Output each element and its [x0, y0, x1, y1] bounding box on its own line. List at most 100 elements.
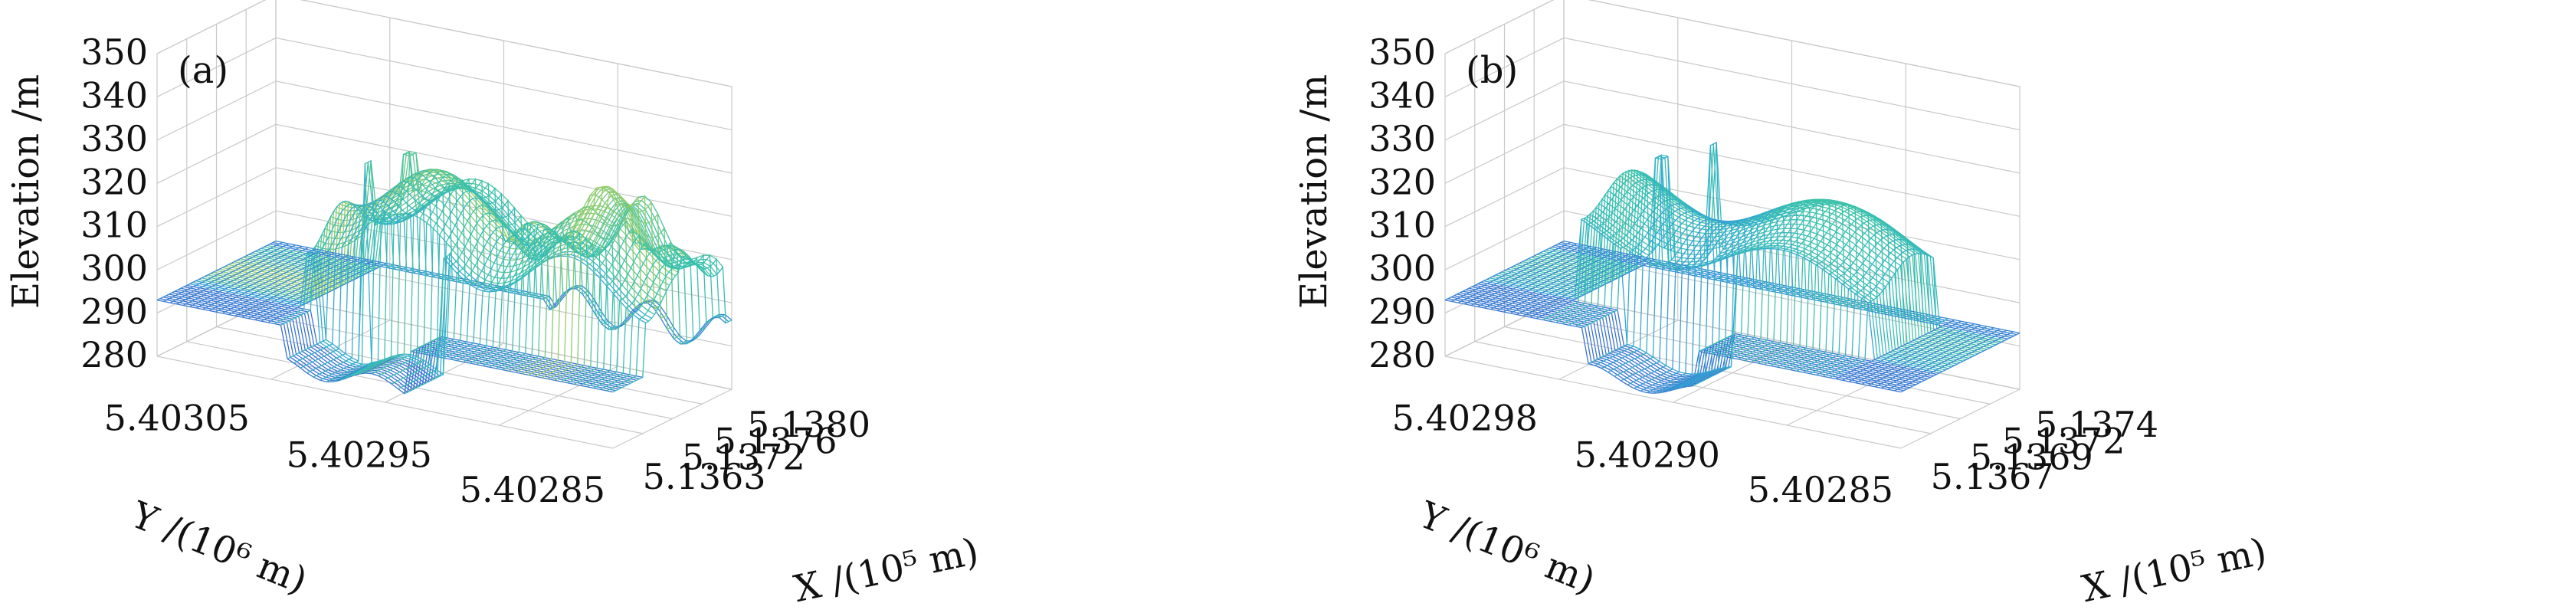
surface-mesh-line	[1516, 254, 1636, 316]
z-grid-line	[156, 37, 732, 131]
surface-mesh-line	[1535, 259, 1656, 320]
z-grid-line	[1444, 80, 2020, 174]
surface-mesh-line	[1647, 220, 1766, 394]
surface-mesh-line	[1490, 250, 1610, 310]
surface-mesh-line	[1464, 244, 1584, 305]
surface-mesh-line	[1757, 204, 1877, 364]
surface-mesh-line	[1568, 188, 1688, 326]
z-tick-label: 330	[80, 118, 148, 159]
surface-mesh-line	[274, 200, 394, 325]
surface-mesh-line	[476, 228, 595, 366]
surface-mesh-line	[534, 185, 654, 377]
y-tick-label: 5.40298	[1392, 397, 1538, 438]
surface-mesh-line	[306, 199, 426, 374]
y-tick-label: 5.40305	[104, 397, 250, 438]
surface-mesh-line	[586, 247, 706, 388]
x-tick-label: 5.1380	[747, 404, 870, 445]
surface-mesh-line	[1509, 254, 1630, 314]
surface-mesh-line	[541, 192, 660, 379]
z-tick-label: 290	[1368, 291, 1436, 333]
surface-mesh-line	[241, 257, 361, 318]
surface-mesh-line	[1522, 256, 1643, 316]
surface-mesh-line	[1470, 245, 1591, 306]
surface-mesh-line	[169, 243, 290, 303]
surface-mesh-line	[1790, 224, 1909, 371]
surface-mesh-line	[300, 202, 420, 369]
z-axis-label: Elevation /m	[5, 74, 48, 309]
surface-mesh-line	[234, 256, 355, 316]
surface-mesh-line	[163, 241, 283, 302]
z-tick-label: 320	[1368, 161, 1436, 202]
z-tick-label: 340	[80, 74, 148, 116]
surface-mesh-line	[411, 205, 530, 352]
z-grid-line	[156, 123, 732, 217]
z-tick-label: 320	[80, 161, 148, 202]
surface-mesh-line	[378, 173, 498, 377]
surface-mesh-line	[1816, 244, 1935, 375]
z-tick-label: 300	[80, 247, 148, 289]
surface-mesh-line	[1777, 215, 1896, 368]
surface-mesh-line	[228, 254, 348, 316]
surface-mesh-line	[1803, 234, 1922, 373]
surface-mesh-line	[1829, 253, 1948, 379]
surface-mesh-line	[1457, 243, 1578, 303]
surface-mesh-line	[521, 194, 641, 375]
surface-mesh-line	[1705, 202, 1825, 353]
surface-mesh-line	[1861, 324, 1981, 385]
surface-mesh-line	[593, 244, 713, 389]
surface-mesh-line	[469, 223, 589, 364]
y-axis-label: Y /(10⁶ m)	[125, 493, 313, 603]
z-tick-label: 280	[1368, 334, 1436, 375]
surface-mesh-line	[1594, 207, 1714, 366]
surface-mesh-line	[346, 172, 465, 379]
surface-mesh-line	[1764, 207, 1883, 366]
z-tick-label: 350	[80, 31, 148, 73]
z-grid-line	[1444, 0, 2020, 87]
panel-a: 350 340 330 320 310 300 290 280 Elevation /m (a) 5…	[5, 0, 982, 611]
surface-mesh-line	[456, 222, 576, 362]
surface-mesh-line	[1666, 215, 1786, 392]
surface-mesh-line	[1796, 228, 1916, 372]
surface-mesh-line	[1503, 252, 1623, 313]
surface-mesh-line	[482, 231, 602, 366]
z-grid-line	[156, 80, 732, 174]
surface-mesh-line	[1692, 206, 1812, 387]
x-tick-label: 5.1367	[1931, 456, 2054, 497]
z-tick-label: 330	[1368, 118, 1436, 159]
surface-mesh-line	[1451, 241, 1571, 302]
x-tick-label: 5.1372	[682, 436, 805, 477]
surface-mesh-line	[1529, 257, 1649, 318]
surface-mesh-line	[1894, 331, 2014, 392]
surface-mesh-line	[606, 248, 726, 392]
surface-mesh-line	[1588, 203, 1708, 365]
z-grid-line	[1444, 167, 2020, 261]
y-tick-label: 5.40285	[460, 469, 605, 510]
floor-grid-line	[216, 326, 673, 420]
y-axis-label: Y /(10⁶ m)	[1413, 493, 1601, 603]
surface-mesh-line	[1874, 327, 1994, 388]
elevation-surface	[1444, 141, 2020, 394]
surface-mesh-line	[398, 190, 517, 390]
surface-mesh-line	[417, 212, 537, 353]
floor-grid-line	[612, 388, 732, 449]
z-tick-label: 340	[1368, 74, 1436, 116]
surface-mesh-line	[320, 191, 439, 381]
y-tick-label: 5.40290	[1575, 434, 1720, 475]
z-tick-label: 310	[80, 205, 148, 246]
z-grid-line	[1444, 37, 2020, 131]
surface-mesh-line	[450, 228, 569, 360]
floor-grid-line	[1563, 297, 2020, 390]
x-tick-label: 5.1376	[714, 421, 837, 462]
x-axis-label: X /(10⁵ m)	[790, 530, 982, 611]
surface-mesh-line	[1549, 174, 1669, 322]
panel-label: (b)	[1466, 49, 1518, 92]
floor-grid-line	[1900, 388, 2020, 449]
surface-mesh-line	[1783, 219, 1903, 369]
z-grid-line	[156, 0, 732, 87]
z-tick-label: 290	[80, 291, 148, 333]
surface-mesh-line	[1679, 211, 1799, 389]
surface-mesh-line	[1627, 220, 1747, 385]
